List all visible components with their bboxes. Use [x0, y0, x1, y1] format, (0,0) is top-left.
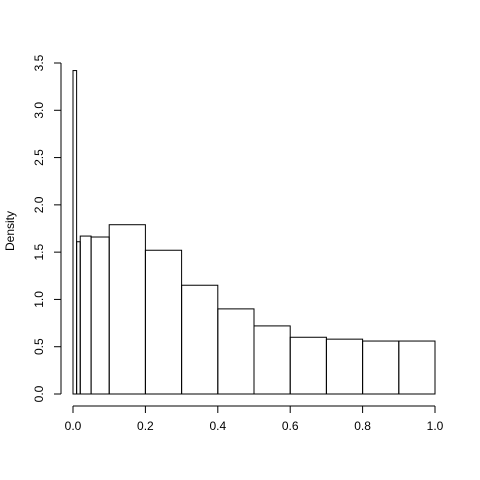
y-axis: 0.0 0.5 1.0 1.5 2.0 2.5 3.0 3.5: [32, 54, 62, 402]
x-tick-label-0: 0.0: [65, 419, 82, 433]
histogram-bar-6: [181, 284, 219, 395]
histogram-bar-12: [398, 340, 436, 395]
x-tick-label-3: 0.6: [282, 419, 299, 433]
histogram-bar-0: [72, 70, 78, 395]
x-axis: 0.0 0.2 0.4 0.6 0.8 1.0: [65, 405, 444, 433]
x-tick-label-1: 0.2: [137, 419, 154, 433]
histogram-bar-9: [289, 336, 327, 395]
y-tick-label-0: 0.0: [32, 385, 46, 402]
histogram-bar-5: [144, 249, 183, 395]
histogram-bar-3: [90, 236, 110, 395]
y-tick-label-3: 1.5: [32, 243, 46, 260]
histogram-bar-1: [76, 241, 81, 395]
y-tick-label-1: 0.5: [32, 338, 46, 355]
y-tick-label-2: 1.0: [32, 291, 46, 308]
y-tick-label-5: 2.5: [32, 149, 46, 166]
x-tick-label-5: 1.0: [427, 419, 444, 433]
histogram-bar-2: [79, 235, 92, 395]
histogram-bar-4: [108, 224, 146, 395]
x-tick-label-2: 0.4: [209, 419, 226, 433]
histogram-bar-7: [217, 308, 255, 395]
y-tick-label-7: 3.5: [32, 54, 46, 71]
histogram-bar-11: [362, 340, 400, 395]
histogram-bar-10: [325, 338, 364, 395]
histogram-bars: [72, 70, 436, 395]
y-tick-label-6: 3.0: [32, 102, 46, 119]
y-tick-label-4: 2.0: [32, 196, 46, 213]
y-axis-title: Density: [3, 211, 17, 251]
x-tick-label-4: 0.8: [354, 419, 371, 433]
histogram-bar-8: [253, 325, 291, 395]
